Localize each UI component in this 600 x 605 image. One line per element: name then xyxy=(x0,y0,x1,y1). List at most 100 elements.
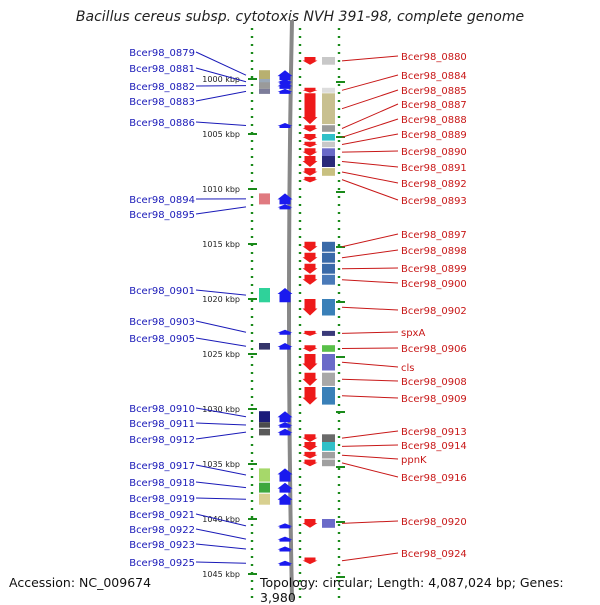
gene-label: Bcer98_0917 xyxy=(129,461,195,472)
gene-function-box xyxy=(322,387,335,405)
gene-label: Bcer98_0920 xyxy=(401,517,467,528)
reverse-gene-arrow xyxy=(303,177,318,183)
label-leader xyxy=(342,445,398,446)
gene-function-box xyxy=(322,88,335,93)
reverse-gene-arrow xyxy=(303,134,318,141)
reverse-gene-arrow xyxy=(303,125,318,132)
gene-function-box xyxy=(259,429,270,436)
label-leader xyxy=(342,250,398,258)
label-leader xyxy=(342,307,398,310)
gene-function-box xyxy=(322,275,335,285)
gene-label: Bcer98_0921 xyxy=(129,510,195,521)
label-leader xyxy=(342,431,398,438)
reverse-gene-arrow xyxy=(303,331,318,336)
gene-function-box xyxy=(322,345,335,352)
gene-label: Bcer98_0903 xyxy=(129,317,195,328)
gene-label: Bcer98_0879 xyxy=(129,48,195,59)
gene-function-box xyxy=(259,82,270,89)
gene-label: Bcer98_0889 xyxy=(401,130,467,141)
gene-function-box xyxy=(259,343,270,350)
gene-label: Bcer98_0897 xyxy=(401,230,467,241)
gene-labels: Bcer98_0879Bcer98_0881Bcer98_0882Bcer98_… xyxy=(129,48,467,569)
label-leader xyxy=(342,119,398,137)
gene-label: Bcer98_0890 xyxy=(401,147,467,158)
gene-function-box xyxy=(322,442,335,451)
label-leader xyxy=(196,529,246,539)
gene-label: Bcer98_0895 xyxy=(129,210,195,221)
gene-label: Bcer98_0906 xyxy=(401,344,467,355)
gene-function-box xyxy=(322,168,335,176)
gene-label: Bcer98_0919 xyxy=(129,494,195,505)
gene-function-box xyxy=(259,494,270,505)
gene-label: Bcer98_0922 xyxy=(129,525,195,536)
label-leader xyxy=(196,544,246,549)
gene-function-box xyxy=(322,264,335,274)
reverse-gene-arrow xyxy=(303,275,318,285)
reverse-gene-arrow xyxy=(303,156,318,167)
label-leader xyxy=(342,332,398,333)
tick-label: 1045 kbp xyxy=(202,570,240,579)
tick-label: 1010 kbp xyxy=(202,185,240,194)
reverse-gene-arrow xyxy=(303,460,318,467)
gene-label: Bcer98_0923 xyxy=(129,540,195,551)
gene-label: Bcer98_0911 xyxy=(129,419,195,430)
gene-function-box xyxy=(259,411,270,422)
genome-stats-text: Topology: circular; Length: 4,087,024 bp… xyxy=(260,575,600,605)
gene-function-box xyxy=(322,519,335,528)
reverse-gene-arrow xyxy=(303,519,318,528)
gene-function-box xyxy=(322,142,335,148)
gene-label: Bcer98_0925 xyxy=(129,558,195,569)
gene-function-box xyxy=(259,193,270,204)
gene-label: Bcer98_0884 xyxy=(401,71,467,82)
gene-label: Bcer98_0909 xyxy=(401,394,467,405)
gene-function-box xyxy=(322,125,335,132)
label-leader xyxy=(342,90,398,109)
gene-function-box xyxy=(322,242,335,252)
gene-label: cls xyxy=(401,363,415,374)
genome-backbone xyxy=(289,20,292,600)
gene-label: Bcer98_0914 xyxy=(401,441,467,452)
gene-function-box xyxy=(322,354,335,371)
gene-function-box xyxy=(322,57,335,65)
label-leader xyxy=(342,180,398,200)
label-leader xyxy=(196,91,246,101)
gene-label: Bcer98_0912 xyxy=(129,435,195,446)
gene-label: Bcer98_0888 xyxy=(401,115,467,126)
gene-label: Bcer98_0900 xyxy=(401,279,467,290)
label-leader xyxy=(342,396,398,398)
gene-label: Bcer98_0894 xyxy=(129,195,195,206)
reverse-gene-arrow xyxy=(303,299,318,316)
label-leader xyxy=(342,75,398,90)
label-leader xyxy=(342,463,398,477)
gene-label: Bcer98_0913 xyxy=(401,427,467,438)
gene-function-box xyxy=(259,288,270,302)
label-leader xyxy=(342,521,398,523)
backbone-line xyxy=(289,20,292,600)
gene-label: Bcer98_0893 xyxy=(401,196,467,207)
label-leader xyxy=(342,379,398,381)
gene-label: Bcer98_0887 xyxy=(401,100,467,111)
gene-label: ppnK xyxy=(401,455,427,466)
label-leader xyxy=(342,134,398,144)
reverse-gene-arrow xyxy=(303,93,318,124)
label-leader xyxy=(196,482,246,488)
label-leader xyxy=(342,348,398,349)
tick-label: 1015 kbp xyxy=(202,240,240,249)
gene-function-box xyxy=(322,93,335,124)
gene-label: Bcer98_0918 xyxy=(129,478,195,489)
label-leader xyxy=(196,423,246,425)
gene-label: Bcer98_0905 xyxy=(129,334,195,345)
reverse-gene-arrow xyxy=(303,88,318,93)
gene-label: Bcer98_0881 xyxy=(129,64,195,75)
reverse-gene-arrow xyxy=(303,373,318,386)
accession-text: Accession: NC_009674 xyxy=(9,575,151,590)
label-leader xyxy=(342,280,398,283)
gene-function-box xyxy=(259,89,270,94)
gene-function-box xyxy=(322,331,335,336)
label-leader xyxy=(342,151,398,152)
gene-function-box xyxy=(322,134,335,141)
gene-label: Bcer98_0886 xyxy=(129,118,195,129)
label-leader xyxy=(196,498,246,499)
reverse-gene-arrow xyxy=(303,57,318,65)
label-leaders xyxy=(196,52,398,563)
